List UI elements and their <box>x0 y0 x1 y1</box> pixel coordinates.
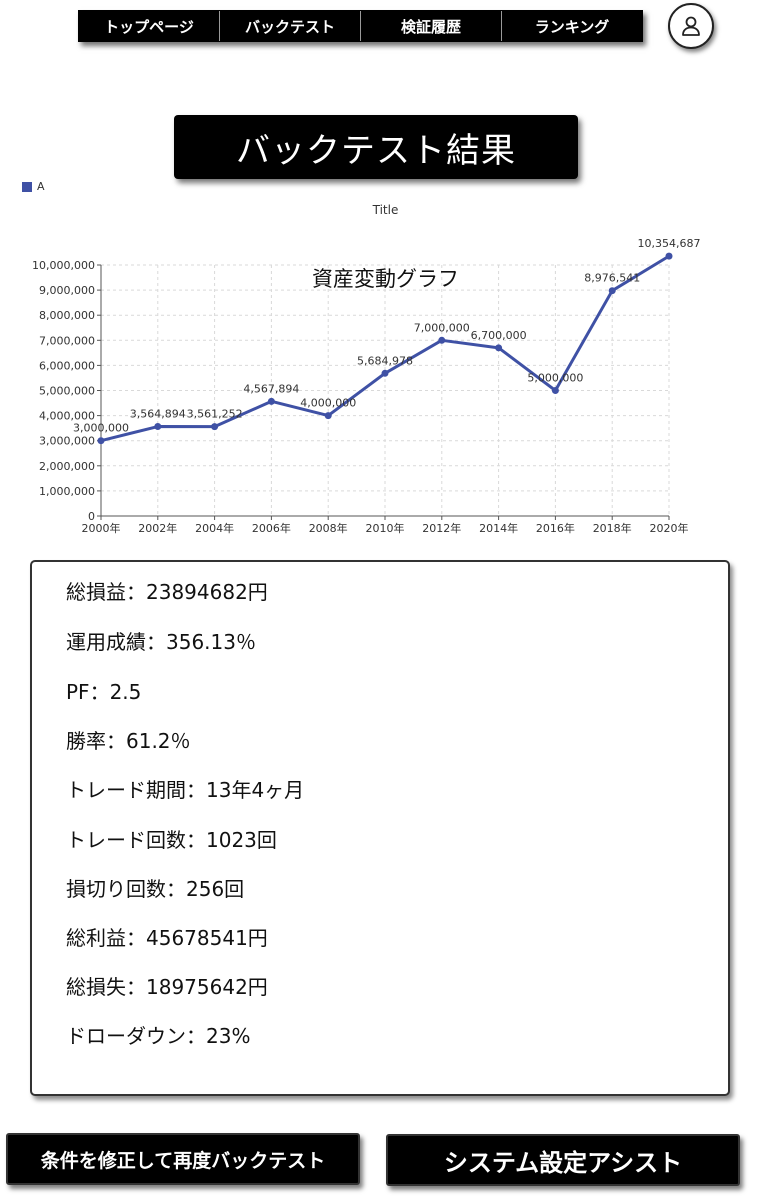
data-label: 7,000,000 <box>414 321 470 334</box>
data-point <box>324 412 332 420</box>
data-label: 5,684,978 <box>357 354 413 367</box>
stat-total-loss: 総損失：18975642円 <box>66 975 268 999</box>
y-tick-label: 4,000,000 <box>39 410 95 423</box>
chart-subtitle: Title <box>372 203 399 217</box>
chart-svg: 01,000,0002,000,0003,000,0004,000,0005,0… <box>32 237 701 535</box>
retest-button[interactable]: 条件を修正して再度バックテスト <box>6 1133 360 1185</box>
x-tick-label: 2000年 <box>82 521 121 535</box>
data-point <box>608 287 616 295</box>
data-label: 6,700,000 <box>471 329 527 342</box>
chart-legend: A <box>22 180 45 193</box>
stat-trade-period: トレード期間：13年4ヶ月 <box>66 778 305 802</box>
data-point <box>551 387 559 394</box>
results-panel: 総損益：23894682円 運用成績：356.13％ PF：2.5 勝率：61.… <box>30 560 730 1096</box>
data-point <box>665 252 673 260</box>
x-tick-label: 2006年 <box>252 521 291 535</box>
user-icon <box>682 16 700 36</box>
stat-drawdown: ドローダウン：23% <box>66 1024 251 1048</box>
x-tick-label: 2002年 <box>138 521 177 535</box>
data-label: 4,000,000 <box>300 397 356 410</box>
page-title: バックテスト結果 <box>174 115 578 179</box>
x-tick-label: 2018年 <box>593 521 632 535</box>
y-tick-label: 0 <box>88 510 95 523</box>
asset-chart: 0 1,000,000 2,000,000 3,000,000 4,000,000 5,0… <box>0 175 771 545</box>
data-label: 3,000,000 <box>73 422 129 435</box>
account-button[interactable] <box>668 3 714 49</box>
stat-performance: 運用成績：356.13％ <box>66 630 256 654</box>
data-point <box>267 397 275 405</box>
data-label: 8,976,541 <box>584 272 640 285</box>
stat-total-profit: 総利益：45678541円 <box>66 926 268 950</box>
chart-title: 資産変動グラフ <box>312 267 459 291</box>
main-nav: トップページ バックテスト 検証履歴 ランキング <box>78 10 643 42</box>
x-tick-label: 2010年 <box>366 521 405 535</box>
data-label: 4,567,894 <box>243 382 299 395</box>
x-tick-label: 2020年 <box>650 521 689 535</box>
data-label: 3,561,252 <box>187 408 243 421</box>
stat-pf: PF：2.5 <box>66 680 142 704</box>
y-tick-label: 8,000,000 <box>39 309 95 322</box>
stat-stoploss-count: 損切り回数：256回 <box>66 877 245 901</box>
stat-win-rate: 勝率：61.2％ <box>66 729 191 753</box>
x-tick-label: 2016年 <box>536 521 575 535</box>
stat-total-pnl: 総損益：23894682円 <box>66 580 268 604</box>
nav-item-backtest[interactable]: バックテスト <box>220 11 361 41</box>
y-tick-label: 5,000,000 <box>39 385 95 398</box>
nav-item-ranking[interactable]: ランキング <box>534 17 610 36</box>
x-tick-label: 2014年 <box>479 521 518 535</box>
data-point <box>381 369 389 377</box>
legend-label: A <box>37 180 45 193</box>
y-tick-label: 7,000,000 <box>39 334 95 347</box>
nav-item-history[interactable]: 検証履歴 <box>361 11 502 41</box>
x-tick-label: 2004年 <box>195 521 234 535</box>
y-tick-label: 1,000,000 <box>39 485 95 498</box>
y-tick-label: 10,000,000 <box>32 259 95 272</box>
x-tick-label: 2012年 <box>422 521 461 535</box>
data-label: 5,000,000 <box>527 372 583 385</box>
stat-trade-count: トレード回数：1023回 <box>66 828 277 852</box>
system-assist-button[interactable]: システム設定アシスト <box>386 1134 740 1186</box>
legend-swatch <box>22 181 32 192</box>
data-label: 3,564,894 <box>130 408 186 421</box>
data-point <box>211 423 219 431</box>
nav-item-top[interactable]: トップページ <box>79 11 220 41</box>
data-point <box>97 437 105 445</box>
data-point <box>495 344 503 352</box>
y-tick-label: 6,000,000 <box>39 359 95 372</box>
y-tick-label: 2,000,000 <box>39 460 95 473</box>
data-point <box>438 336 446 344</box>
x-tick-label: 2008年 <box>309 521 348 535</box>
y-tick-label: 9,000,000 <box>39 284 95 297</box>
y-tick-label: 3,000,000 <box>39 435 95 448</box>
data-point <box>154 423 162 431</box>
data-label: 10,354,687 <box>638 237 701 250</box>
